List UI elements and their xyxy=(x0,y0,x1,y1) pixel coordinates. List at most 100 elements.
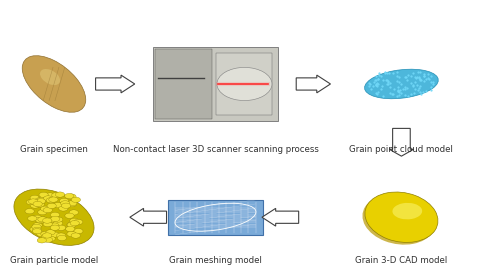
Circle shape xyxy=(42,218,52,223)
Circle shape xyxy=(54,217,63,222)
Text: Grain meshing model: Grain meshing model xyxy=(169,256,262,265)
Text: Grain point cloud model: Grain point cloud model xyxy=(350,145,454,154)
Circle shape xyxy=(67,222,76,227)
Circle shape xyxy=(58,235,66,240)
Text: Grain 3-D CAD model: Grain 3-D CAD model xyxy=(356,256,448,265)
Circle shape xyxy=(50,225,59,230)
Polygon shape xyxy=(96,75,134,93)
Circle shape xyxy=(74,229,83,234)
Polygon shape xyxy=(130,208,166,226)
Circle shape xyxy=(50,223,59,228)
Circle shape xyxy=(42,234,51,239)
Circle shape xyxy=(36,218,46,223)
Circle shape xyxy=(46,193,54,198)
FancyBboxPatch shape xyxy=(153,47,278,121)
Circle shape xyxy=(40,206,50,211)
Polygon shape xyxy=(262,208,298,226)
Circle shape xyxy=(34,198,44,203)
Circle shape xyxy=(56,192,64,197)
Circle shape xyxy=(68,201,77,206)
Ellipse shape xyxy=(217,68,272,100)
Circle shape xyxy=(67,194,76,199)
FancyBboxPatch shape xyxy=(155,49,212,119)
Circle shape xyxy=(44,196,53,201)
Circle shape xyxy=(41,231,50,237)
Circle shape xyxy=(70,220,80,226)
Circle shape xyxy=(42,233,52,238)
Circle shape xyxy=(31,227,40,232)
Circle shape xyxy=(56,233,66,238)
Polygon shape xyxy=(296,75,330,93)
Circle shape xyxy=(38,217,47,222)
Circle shape xyxy=(38,210,47,215)
Circle shape xyxy=(47,203,56,208)
Circle shape xyxy=(50,223,59,228)
Circle shape xyxy=(39,192,48,198)
Circle shape xyxy=(26,199,36,205)
Circle shape xyxy=(60,198,68,204)
Circle shape xyxy=(54,221,62,226)
FancyBboxPatch shape xyxy=(168,200,263,235)
Circle shape xyxy=(36,231,46,237)
Circle shape xyxy=(67,231,76,237)
Circle shape xyxy=(68,201,76,207)
Text: Grain particle model: Grain particle model xyxy=(10,256,98,265)
Circle shape xyxy=(56,225,66,230)
Circle shape xyxy=(60,201,70,206)
Circle shape xyxy=(30,200,40,205)
Circle shape xyxy=(46,198,56,203)
Circle shape xyxy=(43,208,52,213)
Circle shape xyxy=(66,226,75,232)
Circle shape xyxy=(43,222,52,227)
Circle shape xyxy=(37,197,46,203)
Circle shape xyxy=(54,203,62,208)
Circle shape xyxy=(50,232,59,237)
Text: Grain specimen: Grain specimen xyxy=(20,145,88,154)
Circle shape xyxy=(38,217,46,222)
Circle shape xyxy=(33,223,42,228)
Circle shape xyxy=(28,199,38,204)
Circle shape xyxy=(70,218,79,223)
Circle shape xyxy=(30,227,39,232)
Circle shape xyxy=(65,213,74,218)
Circle shape xyxy=(71,197,81,203)
Ellipse shape xyxy=(362,194,436,245)
Ellipse shape xyxy=(364,69,438,99)
Circle shape xyxy=(32,215,42,220)
Circle shape xyxy=(25,209,34,214)
Circle shape xyxy=(44,237,52,242)
Circle shape xyxy=(49,197,58,202)
Ellipse shape xyxy=(22,56,86,112)
Circle shape xyxy=(50,216,60,222)
Circle shape xyxy=(52,193,61,198)
Circle shape xyxy=(62,203,70,208)
Circle shape xyxy=(30,203,40,208)
Circle shape xyxy=(71,233,81,238)
Ellipse shape xyxy=(14,189,94,246)
Circle shape xyxy=(32,229,42,234)
Circle shape xyxy=(35,202,44,207)
Circle shape xyxy=(50,212,59,218)
Circle shape xyxy=(69,210,78,215)
Ellipse shape xyxy=(392,203,422,219)
Circle shape xyxy=(28,216,37,221)
Circle shape xyxy=(47,218,56,223)
Circle shape xyxy=(33,201,42,206)
Circle shape xyxy=(46,230,55,235)
Circle shape xyxy=(32,227,42,233)
Circle shape xyxy=(64,193,74,199)
Polygon shape xyxy=(389,128,413,156)
Circle shape xyxy=(35,217,44,223)
Circle shape xyxy=(58,206,68,211)
Ellipse shape xyxy=(40,69,60,85)
Circle shape xyxy=(30,195,40,201)
Circle shape xyxy=(74,219,83,225)
Circle shape xyxy=(32,224,41,229)
Circle shape xyxy=(36,199,46,204)
Text: Non-contact laser 3D scanner scanning process: Non-contact laser 3D scanner scanning pr… xyxy=(112,145,318,154)
Circle shape xyxy=(37,238,46,243)
FancyBboxPatch shape xyxy=(216,53,272,115)
Circle shape xyxy=(46,236,55,241)
Ellipse shape xyxy=(365,192,438,242)
Circle shape xyxy=(66,222,76,228)
